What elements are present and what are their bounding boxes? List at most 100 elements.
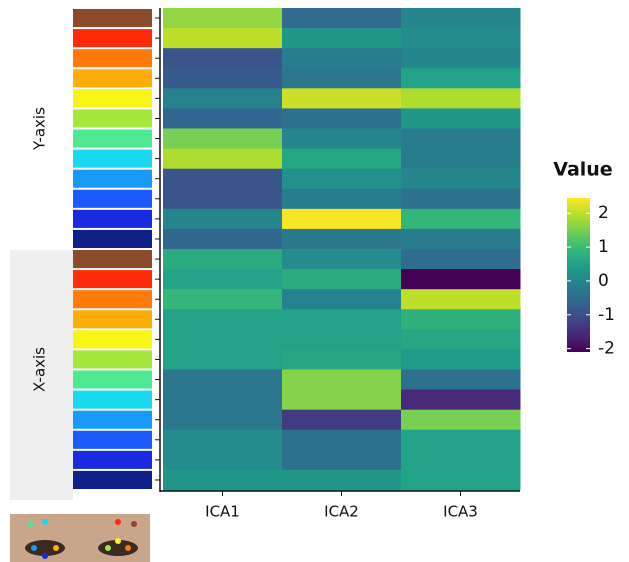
heatmap-cell — [163, 370, 283, 391]
heatmap-cell — [282, 249, 402, 270]
heatmap-cell — [401, 229, 521, 250]
colorbar-tick-label: -1 — [598, 305, 615, 325]
heatmap-cell — [163, 8, 283, 29]
row-swatch — [73, 310, 152, 328]
heatmap-cell — [401, 450, 521, 471]
row-swatch — [73, 431, 152, 449]
row-swatch — [73, 250, 152, 268]
row-swatch — [73, 230, 152, 248]
heatmap-cell — [163, 88, 283, 109]
row-swatch — [73, 210, 152, 228]
heatmap-cell — [401, 209, 521, 230]
heatmap-cell — [163, 149, 283, 170]
heatmap-cell — [163, 169, 283, 190]
heatmap-cell — [282, 430, 402, 451]
row-swatch — [73, 150, 152, 168]
heatmap-cell — [401, 149, 521, 170]
heatmap-cell — [163, 470, 283, 491]
heatmap-cell — [401, 88, 521, 109]
heatmap-cell — [401, 8, 521, 29]
heatmap-cell — [282, 28, 402, 49]
heatmap-cell — [401, 329, 521, 350]
colorbar-tick-label: -2 — [598, 339, 615, 359]
x-tick-label: ICA3 — [443, 503, 478, 521]
heatmap-cell — [163, 189, 283, 210]
heatmap-cell — [282, 329, 402, 350]
heatmap-cell — [282, 8, 402, 29]
row-swatch — [73, 270, 152, 288]
heatmap-cell — [163, 229, 283, 250]
heatmap-cell — [282, 269, 402, 290]
heatmap-cell — [282, 88, 402, 109]
colorbar-title: Value — [553, 159, 612, 181]
heatmap-cell — [401, 189, 521, 210]
heatmap-cell — [401, 28, 521, 49]
heatmap-cell — [282, 129, 402, 150]
heatmap-cell — [163, 249, 283, 270]
heatmap-cell — [282, 189, 402, 210]
heatmap-cell — [401, 370, 521, 391]
heatmap-cell — [282, 309, 402, 330]
group-label: Y-axis — [31, 107, 49, 151]
row-swatch — [73, 49, 152, 67]
heatmap-cell — [282, 390, 402, 411]
heatmap-cell — [401, 470, 521, 491]
heatmap-cell — [401, 249, 521, 270]
colorbar — [567, 198, 590, 352]
row-swatch — [73, 29, 152, 47]
heatmap-cell — [282, 149, 402, 170]
row-swatch — [73, 350, 152, 368]
heatmap-cell — [282, 349, 402, 370]
heatmap-cell — [282, 169, 402, 190]
heatmap-cell — [163, 108, 283, 129]
heatmap-cell — [401, 108, 521, 129]
heatmap-cell — [163, 48, 283, 69]
chart: Value Y-axisX-axisICA1ICA2ICA3210-1-2 — [0, 0, 629, 562]
heatmap-cell — [282, 370, 402, 391]
row-swatch — [73, 109, 152, 127]
heatmap-cell — [282, 289, 402, 310]
colorbar-tick-label: 2 — [598, 203, 609, 223]
heatmap-cell — [282, 229, 402, 250]
row-swatch — [73, 130, 152, 148]
row-swatch — [73, 69, 152, 87]
row-swatch — [73, 330, 152, 348]
heatmap-cell — [401, 430, 521, 451]
heatmap-cell — [163, 289, 283, 310]
group-label: X-axis — [31, 347, 49, 392]
heatmap-cell — [282, 410, 402, 431]
row-swatch — [73, 411, 152, 429]
heatmap-cell — [163, 28, 283, 49]
heatmap-cell — [282, 470, 402, 491]
row-swatch — [73, 451, 152, 469]
heatmap-cell — [163, 430, 283, 451]
heatmap-cell — [401, 410, 521, 431]
heatmap-cell — [163, 410, 283, 431]
row-swatch — [73, 471, 152, 489]
row-swatch — [73, 89, 152, 107]
row-swatch — [73, 190, 152, 208]
heatmap-cell — [163, 68, 283, 89]
heatmap-cell — [401, 269, 521, 290]
heatmap-cell — [401, 129, 521, 150]
heatmap-cell — [401, 68, 521, 89]
row-swatch — [73, 9, 152, 27]
row-swatch — [73, 290, 152, 308]
heatmap-cell — [163, 309, 283, 330]
heatmap-cell — [282, 209, 402, 230]
heatmap-cell — [163, 129, 283, 150]
x-tick-label: ICA2 — [324, 503, 359, 521]
colorbar-tick-label: 0 — [598, 271, 609, 291]
heatmap-cell — [282, 108, 402, 129]
heatmap-cell — [401, 169, 521, 190]
heatmap-cell — [401, 309, 521, 330]
heatmap-cell — [163, 390, 283, 411]
face-image — [10, 514, 150, 562]
heatmap-cell — [163, 349, 283, 370]
x-tick-label: ICA1 — [205, 503, 240, 521]
heatmap-cell — [401, 48, 521, 69]
heatmap-cell — [282, 450, 402, 471]
heatmap-cell — [282, 48, 402, 69]
row-swatch — [73, 391, 152, 409]
heatmap-cell — [401, 349, 521, 370]
